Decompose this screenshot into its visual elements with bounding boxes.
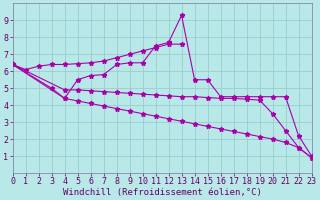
X-axis label: Windchill (Refroidissement éolien,°C): Windchill (Refroidissement éolien,°C) — [63, 188, 261, 197]
